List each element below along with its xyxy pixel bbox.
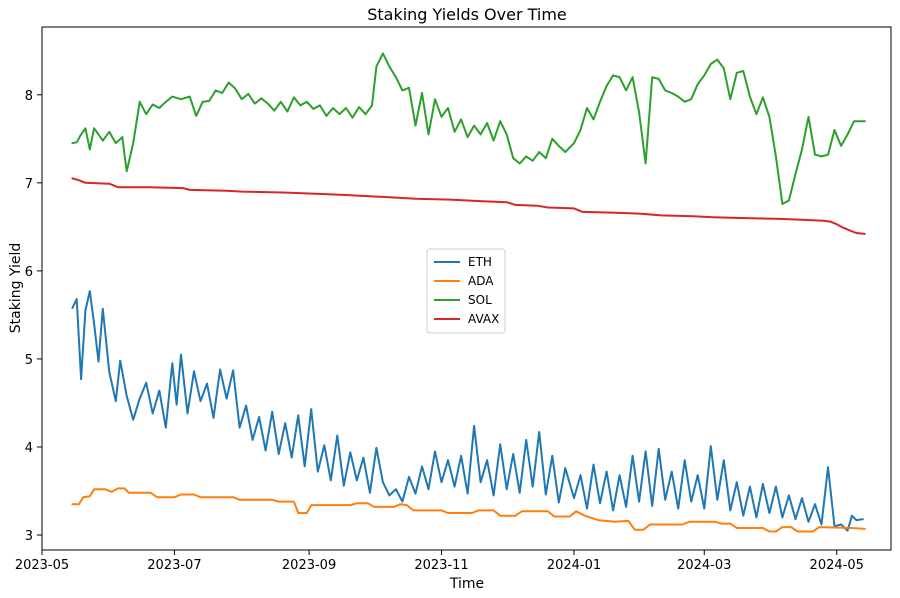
legend-box [426,248,506,334]
y-tick-label: 4 [25,441,33,456]
series-line-eth [71,290,864,532]
y-axis: 3 4 5 6 7 8 [25,89,42,544]
legend-label-eth: ETH [468,255,492,269]
legend-label-ada: ADA [468,274,494,288]
y-axis-title: Staking Yield [8,243,24,334]
x-tick-label: 2024-03 [677,558,731,573]
series-layer [71,52,866,533]
series-line-sol [71,52,866,205]
legend-label-avax: AVAX [468,312,499,326]
y-tick-label: 3 [25,529,33,544]
y-tick-label: 6 [25,265,33,280]
x-axis-title: Time [449,576,484,592]
x-tick-label: 2023-05 [15,558,69,573]
x-axis: 2023-05 2023-07 2023-09 2023-11 2024-01 2024-… [15,550,864,573]
series-line-ada [71,487,866,533]
y-tick-label: 7 [25,177,33,192]
x-tick-label: 2024-01 [547,558,601,573]
y-tick-label: 5 [25,353,33,368]
x-tick-label: 2023-11 [414,558,468,573]
plot-frame [41,26,892,551]
x-tick-label: 2023-07 [147,558,201,573]
series-line-avax [71,177,866,235]
chart-title: Staking Yields Over Time [367,5,567,24]
legend: ETH ADA SOL AVAX [426,248,506,334]
legend-label-sol: SOL [468,293,492,307]
x-tick-label: 2023-09 [282,558,336,573]
y-tick-label: 8 [25,89,33,104]
x-tick-label: 2024-05 [810,558,864,573]
